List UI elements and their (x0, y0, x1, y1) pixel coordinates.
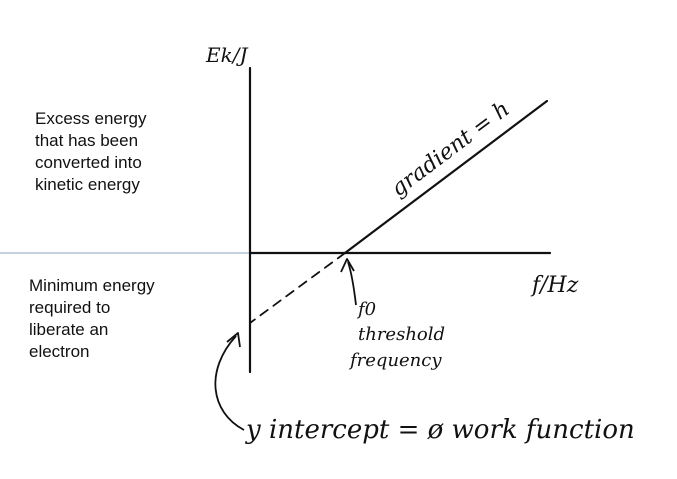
kinetic-energy-line (343, 99, 549, 255)
x-axis-label: f/Hz (530, 273, 579, 298)
y-axis-label: Ek/J (205, 43, 248, 67)
excess-energy-note: Excess energy that has been converted in… (35, 109, 147, 194)
intercept-arrowhead-icon (226, 332, 241, 348)
y-intercept-label: y intercept = ø work function (245, 415, 635, 445)
extrapolation-dashed-line (249, 252, 346, 324)
minimum-energy-note: Minimum energy required to liberate an e… (29, 276, 155, 361)
gradient-label: gradient = h (387, 97, 515, 202)
f0-label: f0 (356, 299, 376, 320)
threshold-label: threshold (358, 324, 445, 345)
intercept-arrow (214, 335, 245, 431)
threshold-arrowhead-icon (340, 258, 355, 273)
frequency-label: frequency (348, 350, 442, 371)
threshold-arrow (347, 261, 357, 306)
